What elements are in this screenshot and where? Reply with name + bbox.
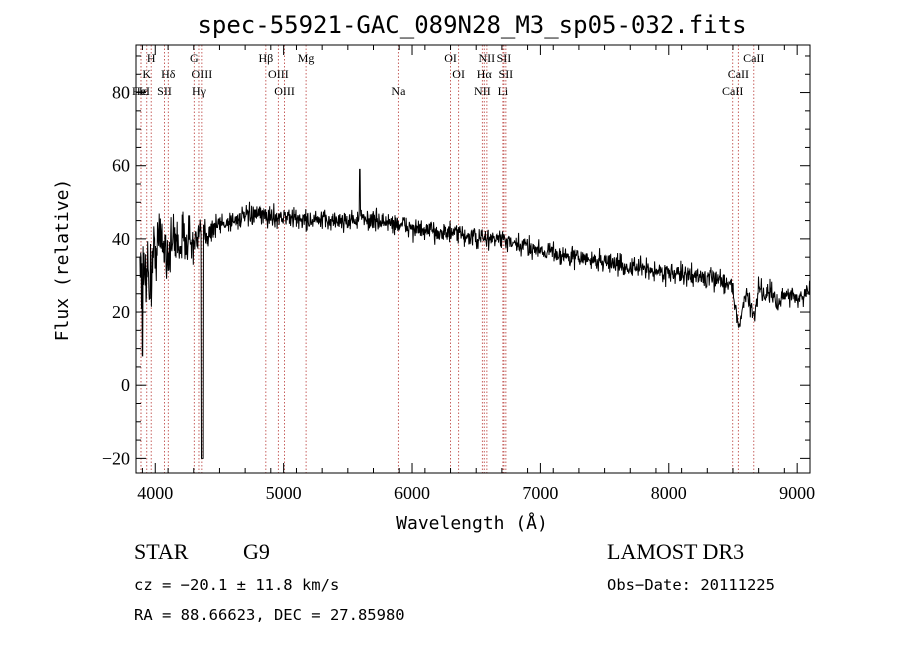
line-label-21: Li bbox=[498, 84, 509, 98]
chart-title: spec-55921-GAC_089N28_M3_sp05-032.fits bbox=[197, 11, 746, 39]
y-tick-label-1: 0 bbox=[121, 375, 130, 395]
line-label-24: CaII bbox=[722, 84, 743, 98]
y-tick-label-5: 80 bbox=[112, 83, 130, 103]
x-tick-label-3: 7000 bbox=[522, 483, 558, 503]
object-subclass: G9 bbox=[243, 539, 270, 564]
line-label-19: SII bbox=[497, 51, 512, 65]
y-tick-label-2: 20 bbox=[112, 302, 130, 322]
plot-frame bbox=[135, 44, 811, 474]
axis-ticks: 4000 5000 6000 7000 8000 9000 −20 0 20 40 60 80 bbox=[102, 45, 815, 503]
line-label-13: Na bbox=[391, 84, 406, 98]
line-label-0: H bbox=[147, 51, 156, 65]
line-label-6: G bbox=[190, 51, 199, 65]
x-tick-label-1: 5000 bbox=[266, 483, 302, 503]
line-label-7: OIII bbox=[192, 67, 213, 81]
x-tick-label-4: 8000 bbox=[651, 483, 687, 503]
line-label-18: Hα bbox=[477, 67, 493, 81]
observation-date: Obs−Date: 20111225 bbox=[607, 576, 775, 594]
spectral-line-markers bbox=[140, 45, 755, 473]
line-label-14: OI bbox=[444, 51, 457, 65]
line-label-10: OIII bbox=[268, 67, 289, 81]
spectrum-plot bbox=[139, 168, 811, 459]
y-tick-label-4: 60 bbox=[112, 156, 130, 176]
line-label-17: NII bbox=[479, 51, 496, 65]
line-label-15: OI bbox=[452, 67, 465, 81]
survey-name: LAMOST DR3 bbox=[607, 539, 744, 564]
line-label-20: SII bbox=[499, 67, 514, 81]
x-tick-label-0: 4000 bbox=[137, 483, 173, 503]
redshift-cz: cz = −20.1 ± 11.8 km/s bbox=[134, 576, 339, 594]
line-label-2: Hε bbox=[134, 84, 148, 98]
y-tick-label-3: 40 bbox=[112, 229, 130, 249]
line-label-9: Hβ bbox=[258, 51, 273, 65]
x-tick-label-2: 6000 bbox=[394, 483, 430, 503]
line-label-3: HeI bbox=[132, 84, 150, 98]
axes-box bbox=[135, 44, 811, 474]
object-class: STAR bbox=[134, 539, 189, 564]
line-label-12: Mg bbox=[298, 51, 315, 65]
x-tick-label-5: 9000 bbox=[779, 483, 815, 503]
line-label-23: CaII bbox=[728, 67, 749, 81]
line-label-11: OIII bbox=[274, 84, 295, 98]
series-flux bbox=[139, 168, 811, 459]
line-label-1: K bbox=[142, 67, 151, 81]
line-label-22: CaII bbox=[743, 51, 764, 65]
y-tick-label-0: −20 bbox=[102, 448, 130, 468]
line-label-5: Hδ bbox=[161, 67, 176, 81]
line-label-8: Hγ bbox=[192, 84, 207, 98]
y-axis-label: Flux (relative) bbox=[52, 179, 73, 342]
line-label-4: SII bbox=[157, 84, 172, 98]
ra-dec-coordinates: RA = 88.66623, DEC = 27.85980 bbox=[134, 606, 405, 624]
x-axis-label: Wavelength (Å) bbox=[396, 512, 548, 534]
line-label-16: NII bbox=[474, 84, 491, 98]
